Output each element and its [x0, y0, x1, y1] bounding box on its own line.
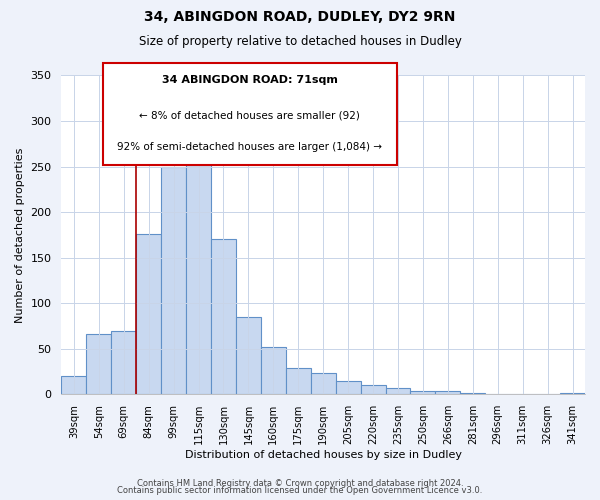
Text: 34, ABINGDON ROAD, DUDLEY, DY2 9RN: 34, ABINGDON ROAD, DUDLEY, DY2 9RN — [145, 10, 455, 24]
Bar — [436, 390, 460, 394]
Bar — [211, 238, 236, 394]
Text: 34 ABINGDON ROAD: 71sqm: 34 ABINGDON ROAD: 71sqm — [162, 76, 338, 86]
Bar — [236, 317, 261, 394]
Bar — [286, 368, 311, 394]
Text: Contains public sector information licensed under the Open Government Licence v3: Contains public sector information licen… — [118, 486, 482, 495]
Text: 92% of semi-detached houses are larger (1,084) →: 92% of semi-detached houses are larger (… — [118, 142, 382, 152]
Bar — [136, 234, 161, 394]
Bar — [311, 374, 335, 394]
Bar — [261, 347, 286, 395]
Bar — [410, 390, 436, 394]
Bar — [86, 334, 111, 394]
Bar — [335, 380, 361, 394]
Bar — [161, 168, 186, 394]
Bar — [386, 388, 410, 394]
FancyBboxPatch shape — [103, 62, 397, 164]
Bar — [186, 138, 211, 394]
Text: ← 8% of detached houses are smaller (92): ← 8% of detached houses are smaller (92) — [139, 110, 361, 120]
Text: Size of property relative to detached houses in Dudley: Size of property relative to detached ho… — [139, 35, 461, 48]
Bar — [111, 330, 136, 394]
Text: Contains HM Land Registry data © Crown copyright and database right 2024.: Contains HM Land Registry data © Crown c… — [137, 478, 463, 488]
X-axis label: Distribution of detached houses by size in Dudley: Distribution of detached houses by size … — [185, 450, 462, 460]
Y-axis label: Number of detached properties: Number of detached properties — [15, 147, 25, 322]
Bar — [61, 376, 86, 394]
Bar — [361, 385, 386, 394]
